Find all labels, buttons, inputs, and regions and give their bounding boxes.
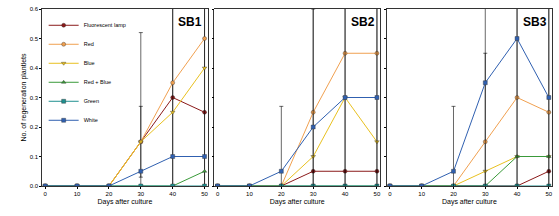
svg-text:50: 50 bbox=[201, 191, 208, 197]
svg-text:0.5: 0.5 bbox=[30, 36, 39, 42]
svg-text:White: White bbox=[84, 117, 98, 123]
svg-text:0.6: 0.6 bbox=[30, 6, 39, 12]
svg-text:0: 0 bbox=[44, 191, 48, 197]
svg-text:0.1: 0.1 bbox=[30, 154, 39, 160]
svg-text:Red: Red bbox=[84, 41, 94, 47]
svg-text:0.0: 0.0 bbox=[30, 183, 39, 189]
svg-text:50: 50 bbox=[545, 191, 552, 197]
svg-text:SB1: SB1 bbox=[178, 15, 202, 29]
svg-text:Red + Blue: Red + Blue bbox=[84, 79, 111, 85]
svg-text:0.3: 0.3 bbox=[30, 95, 39, 101]
svg-text:10: 10 bbox=[74, 191, 81, 197]
svg-text:Green: Green bbox=[84, 98, 99, 104]
svg-text:40: 40 bbox=[342, 191, 349, 197]
svg-text:30: 30 bbox=[137, 191, 144, 197]
svg-text:10: 10 bbox=[246, 191, 253, 197]
svg-text:0.2: 0.2 bbox=[30, 124, 39, 130]
svg-text:20: 20 bbox=[278, 191, 285, 197]
svg-text:20: 20 bbox=[450, 191, 457, 197]
svg-text:30: 30 bbox=[310, 191, 317, 197]
svg-text:50: 50 bbox=[374, 191, 381, 197]
svg-text:30: 30 bbox=[482, 191, 489, 197]
svg-text:0.4: 0.4 bbox=[30, 65, 39, 71]
svg-text:40: 40 bbox=[514, 191, 521, 197]
svg-text:No. of regeneration plantlets: No. of regeneration plantlets bbox=[20, 53, 28, 141]
svg-text:SB3: SB3 bbox=[523, 15, 547, 29]
svg-text:40: 40 bbox=[169, 191, 176, 197]
svg-text:20: 20 bbox=[106, 191, 113, 197]
svg-text:Blue: Blue bbox=[84, 60, 95, 66]
svg-text:10: 10 bbox=[418, 191, 425, 197]
svg-text:0: 0 bbox=[216, 191, 220, 197]
svg-text:SB2: SB2 bbox=[351, 15, 375, 29]
svg-text:Days after culture: Days after culture bbox=[270, 198, 325, 206]
svg-text:Days after culture: Days after culture bbox=[442, 198, 497, 206]
svg-text:0: 0 bbox=[388, 191, 392, 197]
svg-text:Days after culture: Days after culture bbox=[97, 198, 152, 206]
svg-text:Fluorescent lamp: Fluorescent lamp bbox=[84, 22, 126, 28]
